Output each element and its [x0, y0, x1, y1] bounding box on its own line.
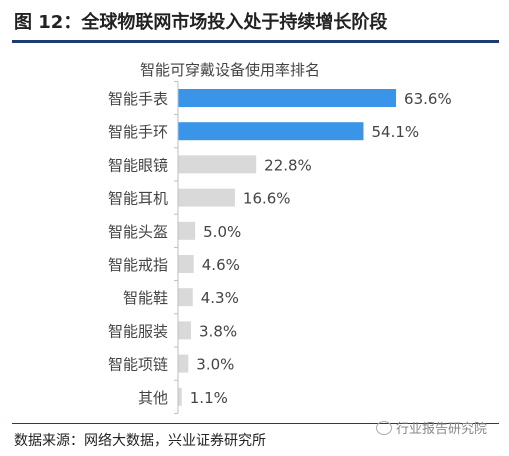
bar — [178, 89, 397, 107]
category-label: 智能项链 — [108, 356, 168, 374]
bar — [178, 155, 257, 174]
wechat-icon — [376, 420, 392, 435]
bar-chart: 智能手表 63.6% 智能手环 54.1% 智能眼镜 22.8% 智能耳机 16.6% 智能头盔… — [108, 80, 452, 414]
top-rule — [12, 40, 499, 43]
bar — [178, 255, 194, 273]
bar — [178, 321, 192, 340]
category-label: 智能眼镜 — [108, 156, 168, 174]
data-label: 1.1% — [190, 389, 228, 407]
category-label: 其他 — [138, 389, 168, 407]
bar — [178, 387, 182, 406]
watermark: 行业报告研究院 — [376, 418, 487, 437]
data-label: 63.6% — [404, 90, 452, 108]
data-label: 3.0% — [196, 356, 234, 374]
source-note: 数据来源：网络大数据，兴业证券研究所 — [14, 433, 266, 449]
figure-header: 图 12：全球物联网市场投入处于持续增长阶段 — [0, 0, 509, 44]
chart-title: 智能可穿戴设备使用率排名 — [139, 61, 320, 79]
category-label: 智能手表 — [108, 90, 168, 108]
category-label: 智能手环 — [108, 123, 168, 141]
category-label: 智能耳机 — [108, 190, 168, 208]
data-label: 22.8% — [264, 156, 312, 174]
data-label: 4.3% — [201, 289, 239, 307]
bar — [178, 188, 235, 207]
category-label: 智能头盔 — [108, 223, 168, 241]
category-label: 智能戒指 — [108, 256, 168, 274]
bar — [178, 288, 193, 307]
chart-area: 智能手表 63.6% 智能手环 54.1% 智能眼镜 22.8% 智能耳机 16.6% 智能头盔… — [0, 44, 509, 420]
category-label: 智能鞋 — [123, 289, 168, 307]
bar — [178, 354, 189, 373]
data-label: 16.6% — [243, 190, 291, 208]
figure-title: 图 12：全球物联网市场投入处于持续增长阶段 — [14, 12, 388, 33]
data-label: 54.1% — [371, 123, 419, 141]
data-label: 3.8% — [199, 322, 237, 340]
data-label: 4.6% — [202, 256, 240, 274]
data-label: 5.0% — [203, 223, 241, 241]
bar — [178, 221, 196, 240]
bar — [178, 122, 364, 141]
category-label: 智能服装 — [108, 322, 168, 340]
bottom-rule — [12, 423, 499, 424]
watermark-text: 行业报告研究院 — [396, 422, 488, 437]
